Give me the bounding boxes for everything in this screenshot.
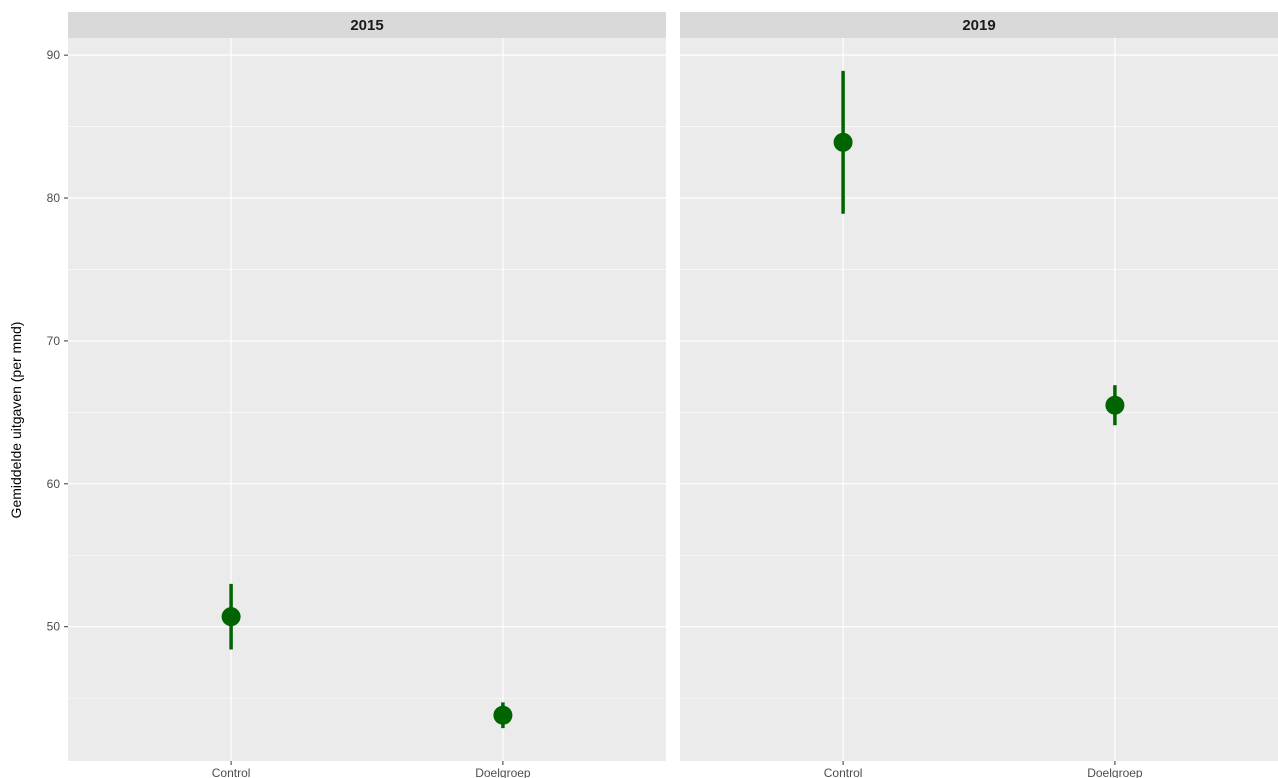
data-point-control [221,607,241,627]
facet-strip [680,12,1278,38]
facet-strip [68,12,666,38]
y-axis-title: Gemiddelde uitgaven (per mnd) [8,322,24,519]
x-tick-label: Doelgroep [475,766,531,778]
y-tick-label: 80 [47,191,61,205]
panel-background [68,38,666,761]
facet-strip-label: 2019 [962,17,995,34]
panel-background [680,38,1278,761]
data-point-doelgroep [493,705,513,725]
y-tick-label: 60 [47,477,61,491]
y-tick-label: 90 [47,48,61,62]
facet-panel-2019: 2019 Control Doelgroep [680,12,1278,778]
facet-strip-label: 2015 [350,17,383,34]
y-tick-label: 50 [47,620,61,634]
facet-panels: 50 60 70 80 90 2015 Control Doelgroep 2019 Contro… [47,12,1278,778]
facet-panel-2015: 2015 Control Doelgroep [68,12,666,778]
x-tick-label: Control [212,766,251,778]
x-tick-label: Control [824,766,863,778]
x-tick-label: Doelgroep [1087,766,1143,778]
y-tick-label: 70 [47,334,61,348]
data-point-control [833,132,853,152]
data-point-doelgroep [1105,395,1125,415]
